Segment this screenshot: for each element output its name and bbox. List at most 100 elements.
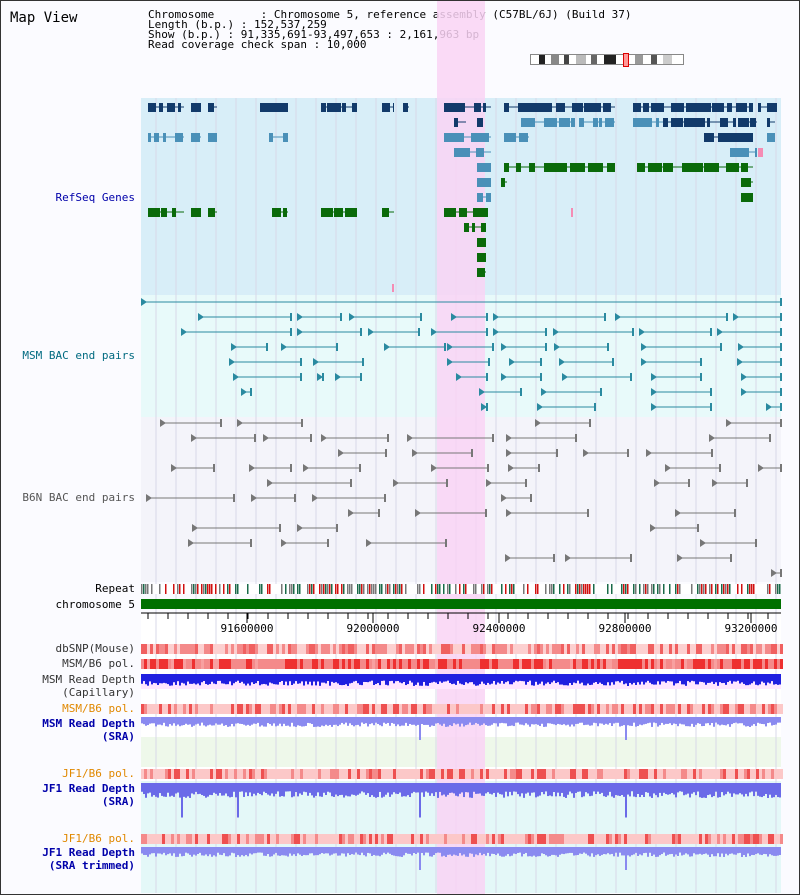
msm-depth-capillary-bar — [627, 674, 629, 686]
msm-depth-capillary-bar — [531, 674, 533, 686]
msm-bac-pair-end — [738, 343, 744, 351]
msm-depth-sra-bar — [393, 717, 395, 724]
jf1-b6-pol-strip-cell — [663, 769, 666, 779]
msm-depth-sra-bar — [469, 717, 471, 723]
jf1-b6-pol-2-strip-cell — [672, 834, 675, 844]
jf1-b6-pol-strip-cell — [471, 769, 474, 779]
jf1-depth-sra-bar — [155, 783, 157, 797]
msm-b6-pol-2-strip-cell — [717, 704, 720, 714]
msm-depth-capillary-bar — [503, 674, 505, 684]
dbsnp-strip-cell — [300, 644, 303, 654]
jf1-b6-pol-strip-cell — [720, 769, 723, 779]
msm-depth-sra-bar — [755, 717, 757, 726]
msm-depth-sra-bar — [457, 717, 459, 724]
jf1-depth-trim-bar — [507, 847, 509, 855]
jf1-depth-sra-bar — [705, 783, 707, 798]
dbsnp-strip-cell — [606, 644, 609, 654]
msm-depth-sra-bar — [599, 717, 601, 724]
msm-b6-pol-strip-cell — [624, 659, 627, 669]
msm-b6-pol-2-strip-cell — [621, 704, 624, 714]
msm-bac-pair-end — [733, 313, 739, 321]
jf1-b6-pol-2-strip-cell — [543, 834, 546, 844]
msm-depth-capillary-bar — [489, 674, 491, 685]
msm-bac-pair-end — [451, 313, 457, 321]
jf1-depth-trim-bar — [653, 847, 655, 855]
jf1-b6-pol-strip-cell — [180, 769, 183, 779]
jf1-depth-sra-bar — [509, 783, 511, 792]
jf1-b6-pol-2-strip-cell — [714, 834, 717, 844]
msm-b6-pol-strip-cell — [441, 659, 444, 669]
msm-depth-capillary-bar — [607, 674, 609, 683]
jf1-depth-sra-bar — [611, 783, 613, 797]
gene-exon — [477, 253, 486, 262]
repeat-element — [677, 584, 679, 594]
msm-b6-pol-strip-cell — [666, 659, 669, 669]
gene-exon — [658, 103, 664, 112]
gene-exon — [588, 163, 596, 172]
msm-b6-pol-2-strip-cell — [675, 704, 678, 714]
msm-depth-sra-bar — [209, 717, 211, 725]
dbsnp-strip-cell — [207, 644, 210, 654]
msm-depth-sra-bar — [547, 717, 549, 724]
jf1-depth-trim-bar — [407, 847, 409, 854]
jf1-b6-pol-strip-cell — [171, 769, 174, 779]
msm-depth-sra-bar — [317, 717, 319, 727]
jf1-b6-pol-strip-cell — [675, 769, 678, 779]
msm-depth-capillary-bar — [309, 674, 311, 682]
msm-b6-pol-strip-cell — [618, 659, 621, 669]
msm-bac-pair-end — [431, 328, 437, 336]
msm-depth-sra-bar — [597, 717, 599, 727]
msm-depth-sra-bar — [281, 717, 283, 727]
jf1-b6-pol-2-strip-cell — [192, 834, 195, 844]
msm-depth-sra-bar — [289, 717, 291, 727]
repeat-element — [327, 584, 329, 594]
repeat-track — [141, 584, 781, 594]
msm-depth-sra-bar — [365, 717, 367, 724]
jf1-b6-pol-strip-cell — [552, 769, 555, 779]
msm-depth-capillary-bar — [493, 674, 495, 682]
msm-b6-pol-strip-cell — [216, 659, 219, 669]
msm-depth-sra-bar — [285, 717, 287, 726]
repeat-element — [331, 584, 333, 594]
msm-depth-capillary-bar — [741, 674, 743, 683]
jf1-depth-trim-bar — [551, 847, 553, 855]
msm-b6-pol-2-strip-cell — [156, 704, 159, 714]
jf1-depth-sra-bar — [367, 783, 369, 794]
repeat-element — [343, 584, 345, 594]
msm-b6-pol-2-strip-cell — [327, 704, 330, 714]
repeat-element — [269, 584, 271, 594]
msm-b6-pol-strip-cell — [546, 659, 549, 669]
msm-depth-sra-bar — [191, 717, 193, 727]
chromosome-ideogram[interactable] — [530, 53, 684, 67]
jf1-depth-trim-bar — [485, 847, 487, 856]
gene-exon — [191, 133, 200, 142]
jf1-depth-trim-bar — [189, 847, 191, 855]
jf1-depth-trim-bar — [357, 847, 359, 855]
jf1-b6-pol-2-strip-cell — [396, 834, 399, 844]
msm-b6-pol-2-strip-cell — [213, 704, 216, 714]
jf1-b6-pol-strip-cell — [432, 769, 435, 779]
jf1-depth-trim-bar — [383, 847, 385, 853]
dbsnp-strip-cell — [195, 644, 198, 654]
dbsnp-strip-cell — [303, 644, 306, 654]
jf1-b6-pol-strip-cell — [168, 769, 171, 779]
msm-depth-sra-bar — [669, 717, 671, 724]
msm-depth-sra-bar — [529, 717, 531, 727]
dbsnp-strip-cell — [273, 644, 276, 654]
repeat-element — [523, 584, 525, 594]
msm-depth-sra-bar — [409, 717, 411, 724]
jf1-depth-trim-bar — [495, 847, 497, 856]
gene-exon — [559, 118, 570, 127]
msm-depth-capillary-bar — [689, 674, 691, 683]
dbsnp-strip-cell — [579, 644, 582, 654]
repeat-element — [261, 584, 263, 594]
jf1-depth-trim-bar — [457, 847, 459, 856]
dbsnp-strip-cell — [270, 644, 273, 654]
msm-bac-pair-end — [537, 403, 543, 411]
msm-depth-capillary-bar — [765, 674, 767, 686]
ideogram-region-marker[interactable] — [623, 53, 629, 67]
msm-depth-capillary-bar — [373, 674, 375, 686]
msm-b6-pol-2-strip-cell — [558, 704, 561, 714]
repeat-element — [419, 584, 421, 594]
